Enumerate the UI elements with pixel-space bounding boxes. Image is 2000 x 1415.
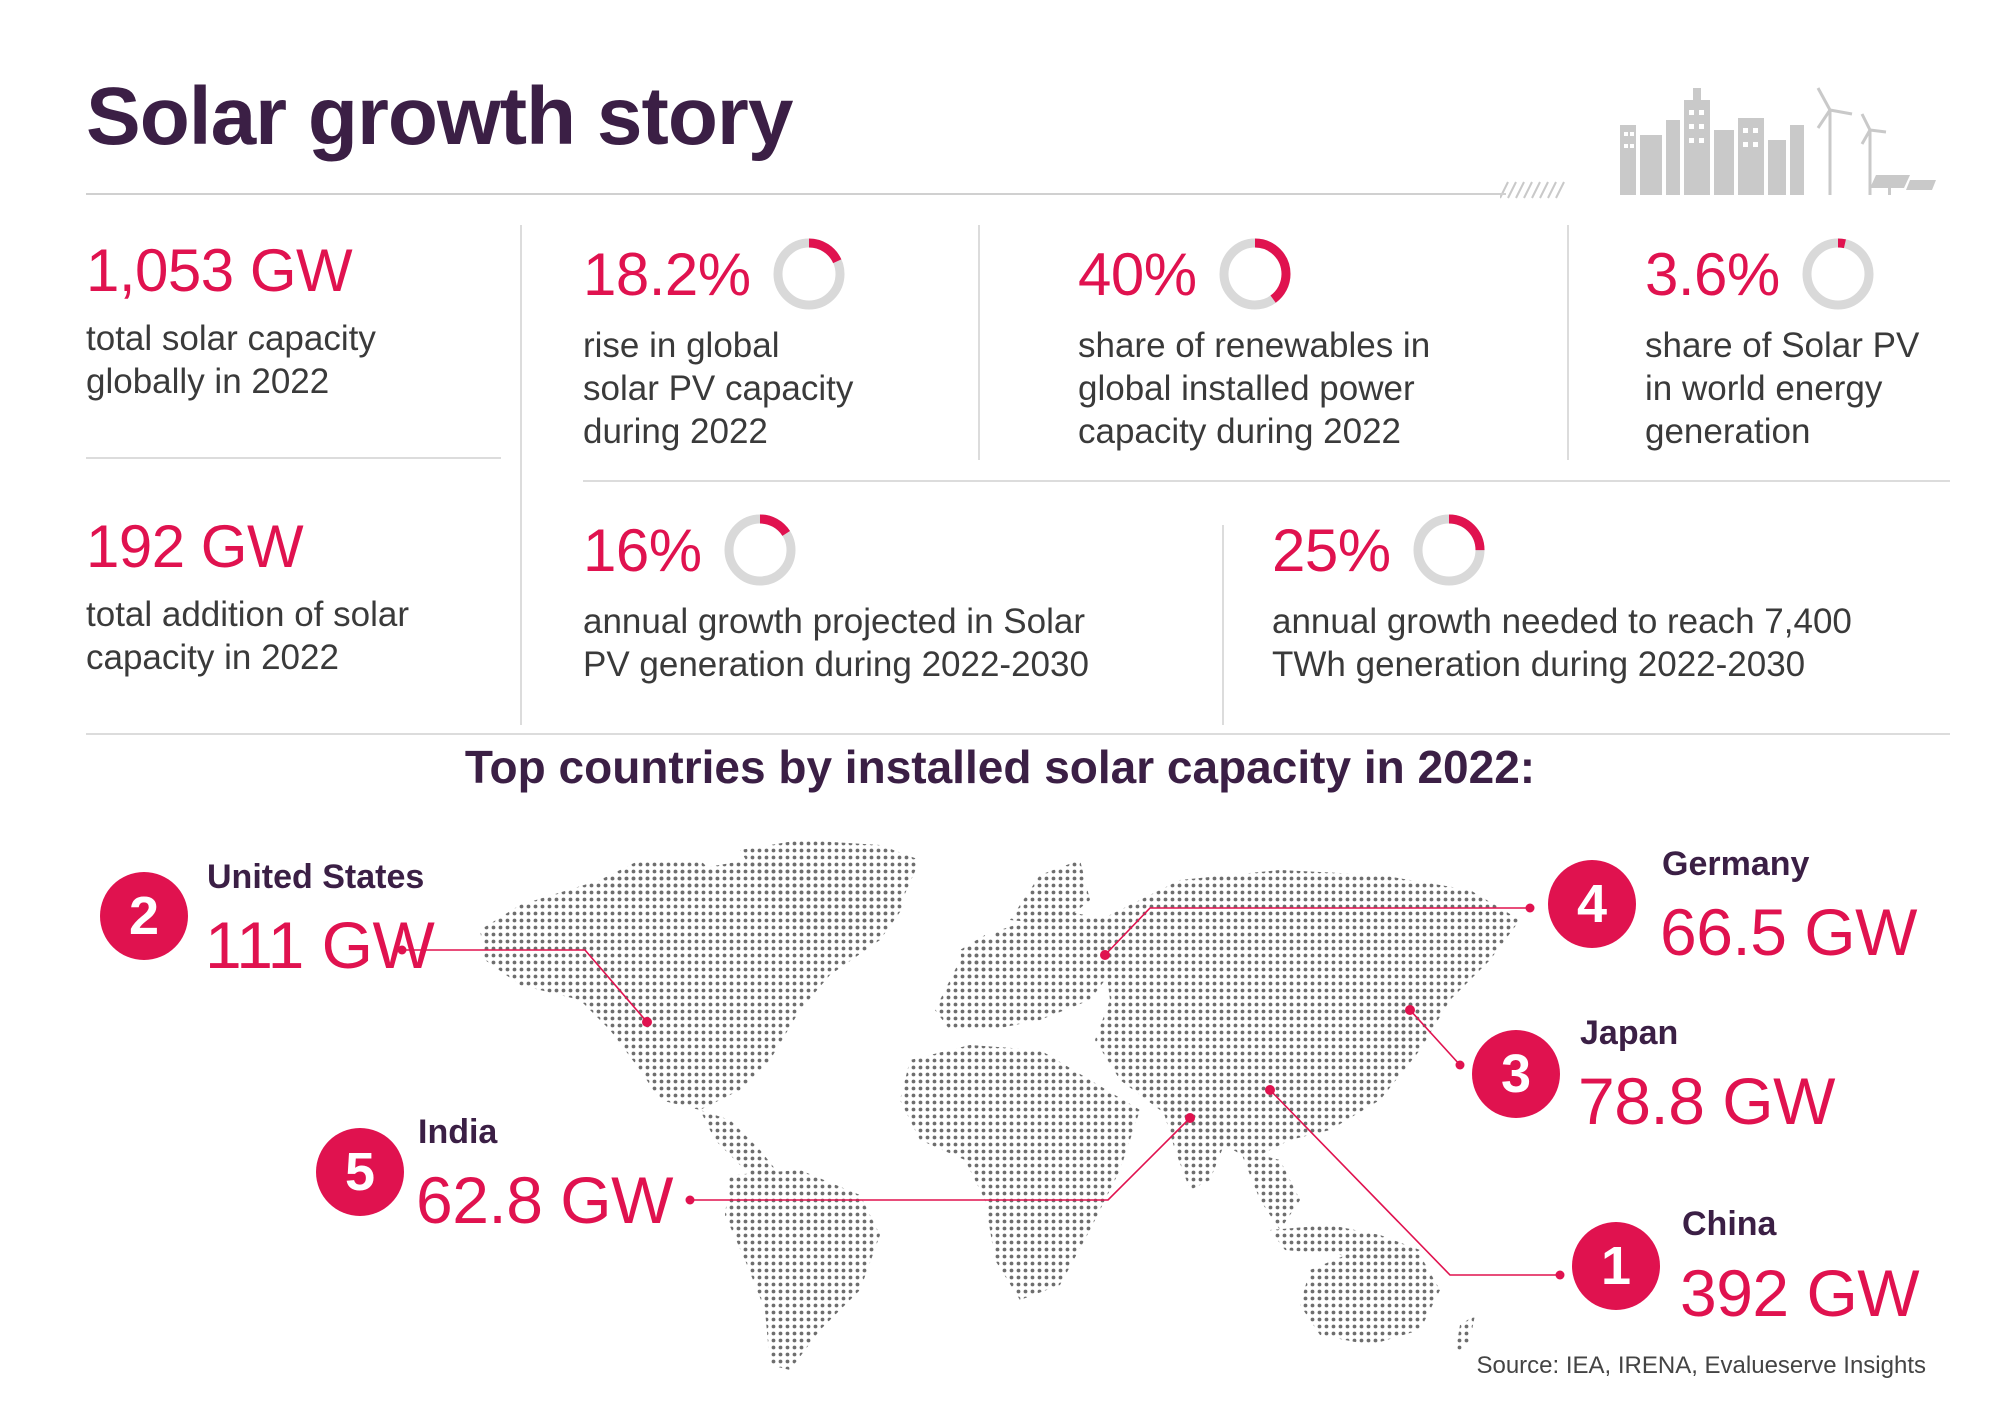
stat-value: 3.6% [1645,240,1780,308]
progress-ring [724,514,796,586]
top-divider [86,193,1506,195]
divider [1567,225,1569,460]
section-title: Top countries by installed solar capacit… [464,741,1536,793]
stat-value: 18.2% [583,240,751,308]
country-name: United States [207,858,425,896]
page-title: Solar growth story [86,71,793,162]
divider [583,480,1950,482]
stat-value: 192 GW [86,513,304,580]
stat-description: annual growth projected in Solar PV gene… [583,602,1089,684]
stat-solar-pv-share: 3.6% share of Solar PV in world energy g… [1645,236,1919,453]
stat-capacity-addition: 192 GW total addition of solar capacity … [86,512,409,679]
country-name: Germany [1662,845,1810,883]
stat-description: total solar capacity globally in 2022 [86,319,376,401]
country-name: India [418,1113,498,1151]
rank-badge: 4 [1548,860,1636,948]
stat-total-capacity: 1,053 GW total solar capacity globally i… [86,236,376,403]
stat-value: 40% [1078,240,1197,308]
country-name: China [1682,1205,1777,1243]
rank-badge: 2 [100,872,188,960]
rank-badge: 1 [1572,1222,1660,1310]
ring-progress [773,238,845,310]
ring-progress [1413,514,1485,586]
stat-needed-growth: 25% annual growth needed to reach 7,400 … [1272,512,1852,686]
country-capacity: 78.8 GW [1578,1064,1835,1138]
divider [978,225,980,460]
stat-value: 16% [583,516,702,584]
progress-ring [1219,238,1291,310]
divider [1222,525,1224,725]
ring-progress [1219,238,1291,310]
rank-badge: 5 [316,1128,404,1216]
city-skyline-illustration [1500,87,1936,199]
country-name: Japan [1580,1014,1679,1052]
stat-value: 1,053 GW [86,237,353,304]
divider [520,225,522,725]
stat-projected-growth: 16% annual growth projected in Solar PV … [583,512,1089,686]
stat-description: share of Solar PV in world energy genera… [1645,326,1920,451]
stat-description: total addition of solar capacity in 2022 [86,595,409,677]
country-capacity: 66.5 GW [1660,895,1917,969]
ring-progress [1802,238,1874,310]
stat-description: share of renewables in global installed … [1078,326,1431,451]
divider [86,733,1950,735]
progress-ring [773,238,845,310]
source-note: Source: IEA, IRENA, Evalueserve Insights [1476,1352,1926,1379]
divider [86,457,501,459]
rank-badge: 3 [1472,1030,1560,1118]
progress-ring [1802,238,1874,310]
country-capacity: 62.8 GW [416,1163,673,1237]
country-capacity: 392 GW [1680,1256,1920,1330]
progress-ring [1413,514,1485,586]
stat-renewables-share: 40% share of renewables in global instal… [1078,236,1430,453]
stat-capacity-rise: 18.2% rise in global solar PV capacity d… [583,236,853,453]
stat-value: 25% [1272,516,1391,584]
stat-description: annual growth needed to reach 7,400 TWh … [1272,602,1852,684]
country-capacity: 111 GW [205,908,435,982]
stat-description: rise in global solar PV capacity during … [583,326,854,451]
ring-progress [724,514,796,586]
